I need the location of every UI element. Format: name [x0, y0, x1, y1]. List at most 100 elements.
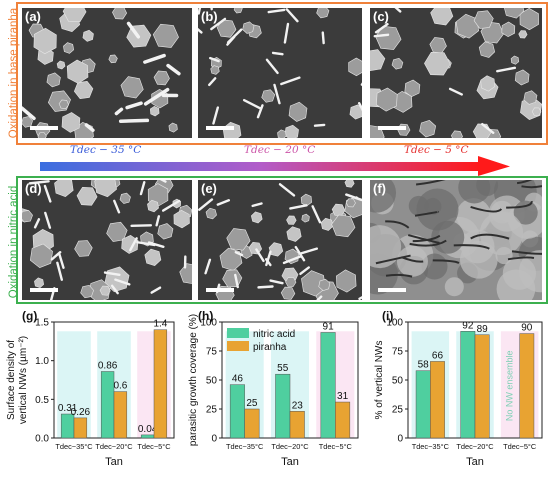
y-tick-label: 50	[206, 376, 218, 387]
bar-piranha	[430, 361, 445, 439]
panel-tag: (i)	[382, 309, 393, 323]
data-label: 92	[462, 320, 474, 331]
sem-image-d	[22, 180, 192, 300]
y-tick-label: 100	[386, 318, 403, 329]
sem-panel-f: (f)	[370, 180, 542, 300]
data-label: 23	[292, 400, 304, 411]
data-label: 66	[432, 350, 444, 361]
data-label: 46	[232, 374, 244, 385]
x-tick-label: Tdec−5°C	[319, 442, 353, 451]
bar-nitric-acid	[320, 332, 336, 439]
sem-panel-d: (d)	[22, 180, 192, 300]
chart-g: 0.0 0.5 1.0 1.5 0.31 0.86 0.04 0.26 0.6 1.4 Tdec−3…	[6, 309, 175, 468]
sem-panel-b: (b)	[198, 8, 362, 138]
scale-bar-c	[378, 126, 406, 130]
panel-tag-d: (d)	[25, 181, 42, 196]
y-tick-label: 25	[392, 405, 404, 416]
y-axis-label: Surface density of	[6, 340, 17, 420]
x-tick-label: Tdec−5°C	[137, 442, 171, 451]
sem-image-e	[198, 180, 362, 300]
bar-piranha	[113, 391, 128, 439]
panel-tag-b: (b)	[201, 9, 218, 24]
sem-image-f	[370, 180, 542, 300]
scale-bar-b	[206, 126, 234, 130]
bar-nitric-acid	[100, 371, 115, 439]
sem-image-a	[22, 8, 192, 138]
sem-panel-c: (c)	[370, 8, 542, 138]
bar-nitric-acid	[460, 331, 476, 439]
bar-piranha	[335, 401, 351, 439]
data-label: 0.04	[138, 424, 158, 435]
legend-label: nitric acid	[253, 329, 295, 340]
data-label: 55	[277, 363, 289, 374]
y-tick-label: 100	[200, 318, 217, 329]
data-label: 0.6	[113, 381, 127, 392]
temp-label-20: Tdec − 20 °C	[244, 144, 316, 156]
x-tick-label: Tdec−35°C	[412, 442, 450, 451]
sem-panel-e: (e)	[198, 180, 362, 300]
y-tick-label: 0.0	[35, 434, 49, 445]
scale-bar-a	[30, 126, 58, 130]
nitric-group-label: Oxidation in nitric acid	[8, 185, 20, 299]
temperature-gradient-arrow	[40, 156, 510, 176]
x-axis-label: Tan	[281, 456, 299, 468]
sem-image-b	[198, 8, 362, 138]
y-tick-label: 1.5	[35, 318, 49, 329]
y-tick-label: 75	[392, 347, 404, 358]
y-tick-label: 50	[392, 376, 404, 387]
piranha-group-label: Oxidation in base piranha	[8, 7, 20, 139]
y-tick-label: 0	[211, 434, 217, 445]
data-label: 0.26	[71, 407, 91, 418]
bar-piranha	[244, 408, 260, 439]
piranha-group-box	[16, 2, 548, 145]
temp-label-35: Tdec − 35 °C	[70, 144, 142, 156]
data-label: 0.31	[58, 403, 78, 414]
bar-nitric-acid	[275, 373, 291, 439]
x-axis-label: Tan	[105, 456, 123, 468]
data-label: 91	[323, 321, 335, 332]
annotation-label: No NW ensemble	[505, 351, 515, 422]
data-label: 58	[418, 360, 430, 371]
data-label: 31	[337, 391, 349, 402]
y-tick-label: 1.0	[35, 356, 49, 367]
x-tick-label: Tdec−20°C	[271, 442, 309, 451]
bar-nitric-acid	[140, 434, 155, 439]
legend-label: piranha	[253, 342, 287, 353]
data-label: 0.86	[98, 360, 118, 371]
x-tick-label: Tdec−20°C	[95, 442, 133, 451]
panel-tag-a: (a)	[25, 9, 41, 24]
x-tick-label: Tdec−20°C	[456, 442, 494, 451]
panel-tag: (g)	[22, 309, 37, 323]
bar-piranha	[289, 411, 305, 439]
legend-swatch	[227, 341, 249, 351]
bar-nitric-acid	[415, 370, 431, 439]
data-label: 90	[521, 323, 533, 334]
scale-bar-d	[30, 288, 58, 292]
data-label: 25	[246, 398, 258, 409]
y-tick-label: 25	[206, 405, 218, 416]
nitric-group-box	[16, 176, 548, 304]
panel-tag: (h)	[198, 309, 213, 323]
sem-panel-a: (a)	[22, 8, 192, 138]
panel-tag-e: (e)	[201, 181, 217, 196]
x-tick-label: Tdec−5°C	[503, 442, 537, 451]
panel-tag-c: (c)	[373, 9, 389, 24]
panel-tag-f: (f)	[373, 181, 386, 196]
scale-bar-e	[206, 288, 234, 292]
temp-label-5: Tdec − 5 °C	[404, 144, 469, 156]
bar-piranha	[153, 329, 168, 439]
y-axis-label: vertical NWs (µm⁻²)	[18, 336, 29, 424]
bar-piranha	[519, 333, 535, 439]
chart-h: 0 25 50 75 100 46 55 91 25 23 31 Tdec−35°C Tdec−20°C…	[188, 309, 359, 468]
x-tick-label: Tdec−35°C	[55, 442, 93, 451]
y-tick-label: 75	[206, 347, 218, 358]
y-tick-label: 0	[397, 434, 403, 445]
bar-piranha	[73, 417, 88, 439]
data-label: 1.4	[153, 319, 167, 330]
legend-swatch	[227, 328, 249, 338]
bar-piranha	[474, 334, 490, 439]
sem-image-c	[370, 8, 542, 138]
y-axis-label: % of vertical NWs	[374, 341, 385, 420]
chart-i: 0 25 50 75 100 58 92 66 89 90 Tdec−35°C Tdec−20°C Td…	[374, 309, 543, 468]
x-tick-label: Tdec−35°C	[226, 442, 264, 451]
